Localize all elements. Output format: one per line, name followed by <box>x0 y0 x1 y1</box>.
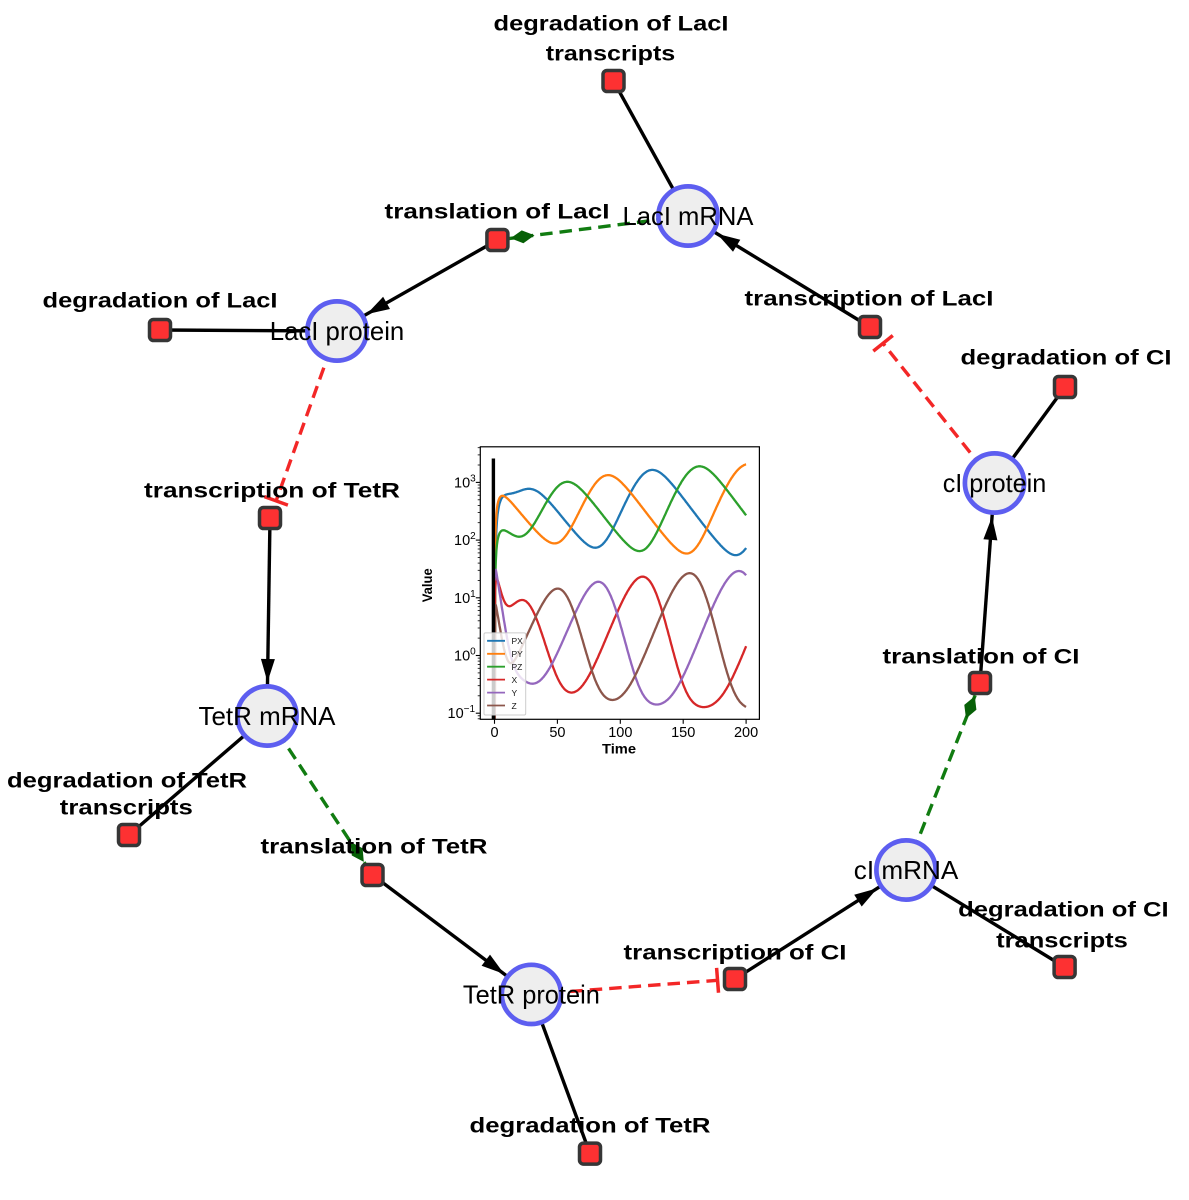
svg-text:Y: Y <box>512 688 518 698</box>
svg-text:transcripts: transcripts <box>60 797 193 820</box>
svg-text:TetR protein: TetR protein <box>463 979 600 1009</box>
svg-text:translation of CI: translation of CI <box>883 646 1080 669</box>
svg-text:degradation of LacI: degradation of LacI <box>43 290 278 313</box>
svg-text:X: X <box>512 675 518 685</box>
svg-text:degradation of TetR: degradation of TetR <box>7 770 247 793</box>
svg-text:degradation of TetR: degradation of TetR <box>470 1115 711 1138</box>
svg-text:cI mRNA: cI mRNA <box>854 855 959 885</box>
svg-text:50: 50 <box>549 725 565 741</box>
svg-text:100: 100 <box>608 725 632 741</box>
svg-text:Time: Time <box>602 742 637 757</box>
svg-text:transcription of CI: transcription of CI <box>624 942 847 965</box>
svg-text:0: 0 <box>490 725 498 741</box>
svg-text:150: 150 <box>671 725 695 741</box>
svg-text:Z: Z <box>512 701 517 711</box>
svg-text:200: 200 <box>734 725 758 741</box>
svg-text:Value: Value <box>420 568 435 602</box>
svg-text:transcripts: transcripts <box>546 43 676 66</box>
svg-text:TetR mRNA: TetR mRNA <box>199 701 337 731</box>
svg-text:degradation of CI: degradation of CI <box>958 899 1169 922</box>
svg-text:transcripts: transcripts <box>996 930 1128 953</box>
svg-text:degradation of LacI: degradation of LacI <box>494 13 729 36</box>
svg-text:PY: PY <box>512 649 524 659</box>
svg-text:transcription of LacI: transcription of LacI <box>745 288 994 311</box>
svg-text:translation of LacI: translation of LacI <box>385 201 610 224</box>
svg-text:PX: PX <box>512 636 524 646</box>
svg-text:cI protein: cI protein <box>943 468 1047 498</box>
svg-text:transcription of TetR: transcription of TetR <box>144 480 400 503</box>
svg-text:LacI mRNA: LacI mRNA <box>623 201 755 231</box>
svg-text:translation of TetR: translation of TetR <box>261 836 488 859</box>
svg-text:degradation of CI: degradation of CI <box>961 347 1172 370</box>
svg-text:PZ: PZ <box>512 662 523 672</box>
svg-text:LacI protein: LacI protein <box>270 316 405 346</box>
